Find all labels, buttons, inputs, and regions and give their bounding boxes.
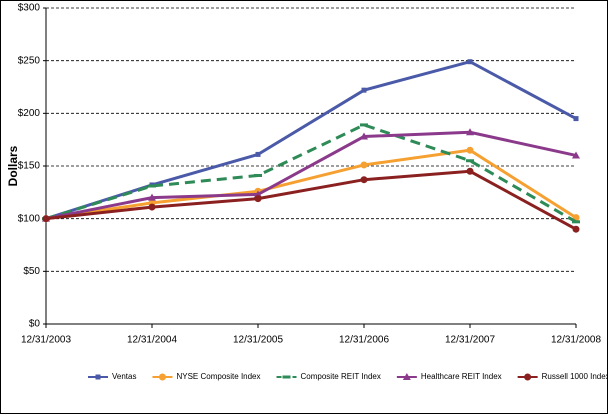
- legend-label: Healthcare REIT Index: [421, 372, 502, 381]
- data-point: [360, 132, 368, 140]
- x-tick-label: 12/31/2006: [339, 335, 389, 346]
- x-tick-label: 12/31/2003: [21, 335, 71, 346]
- y-tick-label: $50: [23, 266, 40, 277]
- y-tick-label: $250: [18, 55, 41, 66]
- x-tick-label: 12/31/2007: [445, 335, 495, 346]
- x-tick-label: 12/31/2008: [551, 335, 601, 346]
- y-axis-label: Dollars: [6, 145, 20, 186]
- y-tick-label: $100: [18, 213, 41, 224]
- x-tick-label: 12/31/2004: [127, 335, 177, 346]
- data-point: [148, 184, 156, 188]
- data-point: [572, 151, 580, 159]
- data-point: [254, 190, 262, 198]
- data-point: [148, 193, 156, 201]
- y-tick-label: $0: [29, 319, 41, 330]
- data-point: [360, 176, 368, 184]
- y-tick-label: $200: [18, 108, 41, 119]
- data-point: [148, 203, 156, 211]
- y-tick-label: $300: [18, 3, 41, 14]
- data-point: [360, 123, 368, 127]
- series-line: [45, 130, 577, 221]
- data-point: [360, 161, 368, 169]
- data-point: [466, 167, 474, 175]
- legend-marker: [524, 373, 532, 381]
- data-point: [466, 146, 474, 154]
- data-point: [42, 215, 50, 223]
- legend-marker: [282, 375, 291, 379]
- data-point: [572, 220, 580, 224]
- legend-marker: [95, 374, 101, 380]
- legend-label: NYSE Composite Index: [176, 372, 260, 381]
- data-point: [467, 59, 473, 65]
- series-line: [45, 148, 577, 221]
- x-tick-label: 12/31/2005: [233, 335, 283, 346]
- legend-marker: [158, 373, 166, 381]
- data-point: [572, 225, 580, 233]
- series-line: [45, 169, 577, 231]
- series-line: [45, 123, 577, 224]
- y-tick-label: $150: [18, 161, 41, 172]
- legend-label: Russell 1000 Index: [542, 372, 608, 381]
- data-point: [255, 151, 261, 157]
- data-point: [466, 128, 474, 136]
- legend-label: Composite REIT Index: [301, 372, 381, 381]
- data-point: [573, 116, 579, 122]
- data-point: [254, 173, 262, 177]
- data-point: [466, 159, 474, 163]
- data-point: [254, 195, 262, 203]
- data-point: [361, 87, 367, 93]
- legend-marker: [402, 373, 411, 380]
- legend-label: Ventas: [112, 372, 136, 381]
- series-line: [45, 60, 577, 221]
